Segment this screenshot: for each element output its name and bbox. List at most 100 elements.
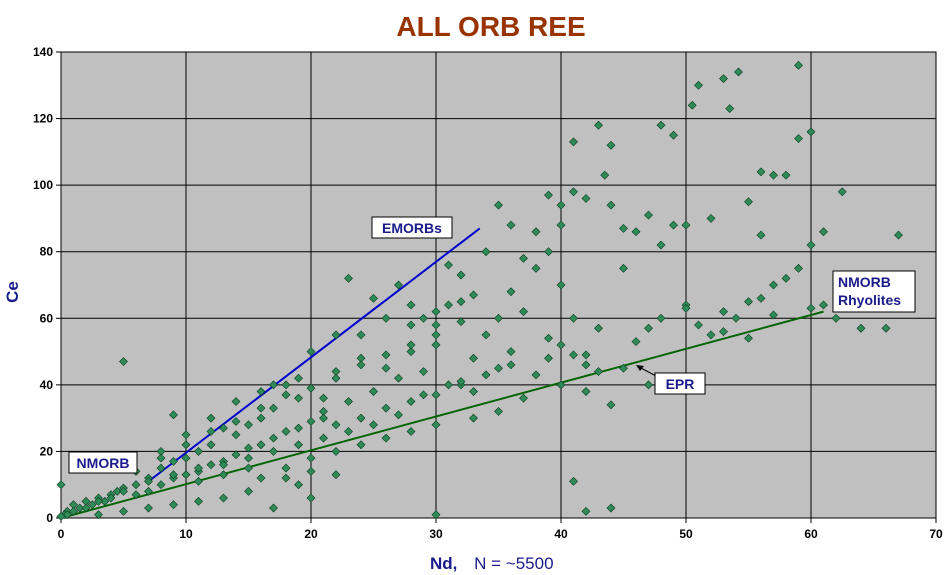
data-point [531, 227, 541, 237]
data-point [294, 393, 303, 403]
data-point [594, 323, 603, 333]
data-point [244, 453, 253, 463]
data-point [481, 330, 491, 340]
data-point [769, 170, 778, 180]
data-point [331, 420, 341, 430]
x-axis-label-count: N = ~5500 [474, 554, 553, 573]
data-point [444, 300, 453, 310]
trend-line-emorbs [147, 227, 481, 483]
data-point [506, 220, 516, 230]
data-point [119, 506, 128, 516]
data-point [62, 510, 72, 520]
data-point [331, 373, 341, 383]
annotation-rhyolites-line1: NMORB [838, 274, 891, 290]
data-point [531, 263, 541, 273]
data-point [506, 347, 516, 356]
y-tick-labels: 0 20 40 60 80 100 120 140 [33, 45, 53, 525]
x-tick-label: 70 [929, 527, 943, 541]
x-tick-label: 60 [804, 527, 818, 541]
data-point [494, 313, 503, 323]
data-point [106, 493, 116, 503]
data-point [444, 380, 453, 390]
data-point [581, 387, 591, 396]
data-point [369, 293, 378, 303]
annotation-nmorb-rhyolites: NMORB Rhyolites [832, 270, 916, 313]
data-point [581, 350, 591, 360]
y-tick-label: 20 [40, 444, 54, 458]
data-point [56, 511, 66, 521]
data-point [406, 397, 416, 406]
data-point [631, 337, 641, 347]
y-tick-label: 40 [40, 378, 54, 392]
data-point [256, 440, 266, 450]
data-point [569, 476, 578, 486]
data-point [119, 357, 128, 366]
data-point [269, 503, 278, 513]
data-point [469, 353, 478, 363]
data-point [256, 473, 266, 483]
data-point [356, 413, 366, 423]
data-point [69, 506, 78, 516]
data-point [344, 427, 353, 436]
data-point [306, 347, 316, 356]
y-tick-label: 60 [40, 311, 54, 325]
data-point [81, 503, 91, 513]
data-point [356, 440, 366, 450]
data-point [619, 363, 628, 373]
data-point [519, 393, 528, 403]
data-point [269, 403, 278, 413]
data-point [481, 247, 491, 257]
data-point [606, 200, 616, 210]
data-point [731, 313, 741, 323]
data-point [244, 463, 253, 473]
data-point [419, 367, 428, 376]
data-point [556, 340, 566, 350]
data-point [269, 380, 278, 390]
data-point [206, 440, 216, 450]
data-point [606, 140, 616, 150]
data-point [556, 200, 566, 210]
data-point [619, 263, 628, 273]
data-point [156, 453, 166, 463]
data-point [406, 427, 416, 436]
data-point [706, 214, 716, 223]
data-point [744, 333, 753, 343]
data-point [281, 427, 291, 436]
data-point [94, 496, 103, 506]
data-point [519, 307, 528, 317]
data-point [469, 387, 478, 396]
y-tick-label: 140 [33, 45, 53, 59]
data-point [644, 323, 653, 333]
data-point [594, 367, 603, 376]
data-point [394, 280, 403, 290]
data-point [606, 503, 616, 513]
data-point [181, 430, 191, 440]
data-point [131, 480, 141, 490]
data-point [169, 500, 178, 510]
data-point [269, 447, 278, 456]
data-point [356, 360, 366, 370]
data-point [806, 240, 816, 250]
data-point [687, 100, 697, 110]
data-point [894, 230, 903, 240]
data-point [806, 303, 816, 313]
data-point [544, 333, 553, 343]
data-point [306, 453, 316, 463]
data-point [819, 300, 828, 310]
trend-lines [60, 227, 824, 519]
data-point [306, 466, 316, 476]
data-point [706, 330, 716, 340]
data-point [144, 503, 153, 513]
data-point [481, 370, 491, 380]
annotation-epr: EPR [636, 365, 706, 395]
data-point [194, 447, 203, 456]
data-point [769, 310, 778, 320]
data-point [194, 496, 203, 506]
data-point [419, 390, 428, 400]
data-point [569, 313, 578, 323]
data-point [356, 330, 366, 340]
x-tick-label: 10 [179, 527, 193, 541]
data-point [581, 506, 591, 516]
data-point [556, 220, 566, 230]
data-point [544, 247, 553, 257]
